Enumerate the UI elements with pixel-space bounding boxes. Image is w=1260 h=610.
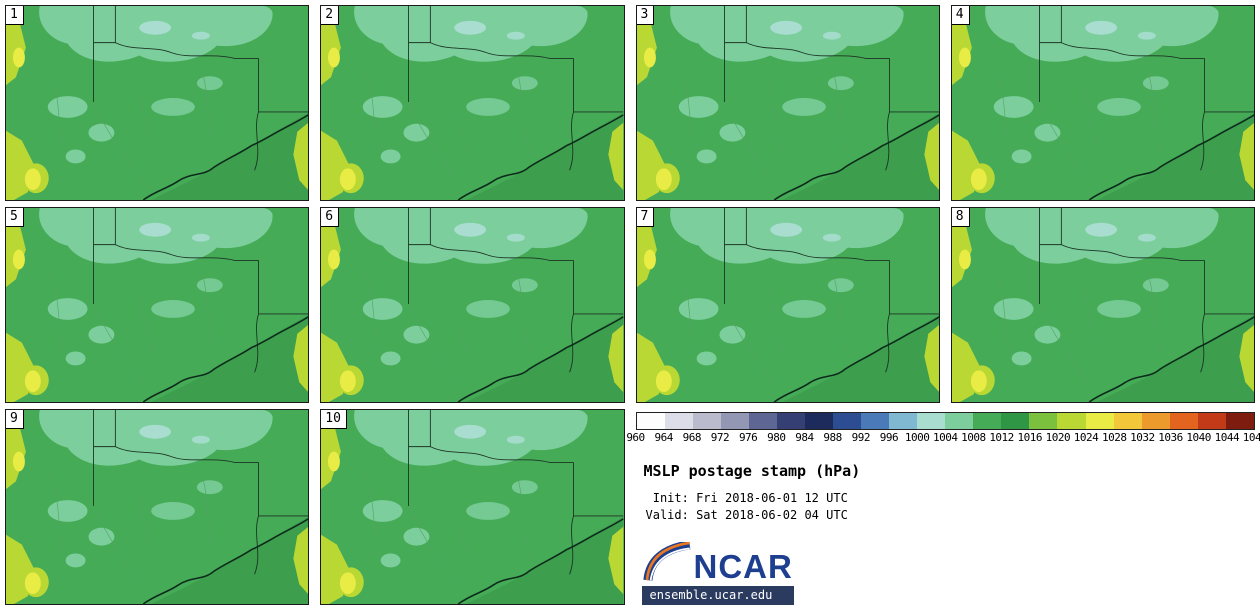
colorbar-tick: 1024 [1073,431,1099,444]
stamps-grid: 960 964 968 972 976 980 984 988 992 996 1000 1004 10… [5,5,1260,605]
stamp: 10 [320,409,625,605]
ncar-swoosh-icon [642,542,690,581]
url-text: ensemble.ucar.edu [649,588,773,602]
stamp-map [6,208,309,402]
stamp: 6 [320,207,625,403]
stamp-label: 10 [321,410,347,429]
stamp: 1 [5,5,310,201]
colorbar-segment [861,413,890,429]
stamp-label: 3 [636,6,655,25]
colorbar-segment [1225,413,1254,429]
stamp-label: 1 [6,6,24,25]
colorbar-tick: 976 [738,431,758,444]
stamp-map [6,6,309,200]
colorbar-segment [945,413,974,429]
colorbar-segment [720,413,749,429]
colorbar-tick: 1008 [961,431,986,444]
stamp-map [321,6,624,200]
colorbar-tick: 1016 [1017,431,1042,444]
colorbar-segment [1141,413,1170,429]
colorbar-tick: 1012 [989,431,1014,444]
colorbar-tick: 1040 [1186,431,1211,444]
colorbar-tick: 1036 [1158,431,1183,444]
stamp-map [321,208,624,402]
colorbar-tick: 996 [879,431,899,444]
colorbar-segment [1169,413,1198,429]
colorbar-tick: 992 [851,431,871,444]
colorbar-segment [1113,413,1142,429]
colorbar-segment [1057,413,1086,429]
colorbar-tick: 1048 [1242,431,1260,444]
stamp: 5 [5,207,310,403]
colorbar-segment [1029,413,1058,429]
colorbar-segment [1001,413,1030,429]
colorbar-ticks: 960 964 968 972 976 980 984 988 992 996 1000 1004 10… [626,431,1260,446]
colorbar-segment [1197,413,1226,429]
stamp-map [636,6,939,200]
colorbar-segment [776,413,805,429]
legend-title: MSLP postage stamp (hPa) [643,462,861,480]
stamp-map [951,6,1254,200]
colorbar-tick: 1032 [1130,431,1155,444]
colorbar-segment [889,413,918,429]
stamp-label: 4 [951,6,970,25]
colorbar-tick: 972 [710,431,730,444]
colorbar-tick: 1000 [904,431,930,444]
colorbar-segment [973,413,1002,429]
colorbar-tick: 964 [654,431,673,444]
stamp-map [321,410,624,604]
stamp: 8 [950,207,1255,403]
colorbar-tick: 960 [626,431,645,444]
init-line: Init: Fri 2018-06-01 12 UTC [645,491,848,505]
colorbar-tick: 968 [682,431,702,444]
stamp-map [636,208,939,402]
colorbar-tick: 980 [767,431,786,444]
colorbar-segment [832,413,861,429]
stamp: 3 [635,5,940,201]
colorbar-tick: 1044 [1214,431,1240,444]
stamp-map [951,208,1254,402]
colorbar-segment [692,413,721,429]
stamp-label: 7 [636,208,655,227]
stamp-map [6,410,309,604]
ncar-logo-text: NCAR [693,547,793,585]
colorbar-tick: 988 [823,431,842,444]
colorbar-segment [804,413,833,429]
colorbar-segment [748,413,777,429]
colorbar-segment [1085,413,1114,429]
stamp-label: 5 [6,208,24,227]
stamp: 9 [5,409,310,605]
stamp: 2 [320,5,625,201]
stamp-label: 2 [321,6,340,25]
url-bar: ensemble.ucar.edu [641,586,794,605]
stamp: 7 [635,207,940,403]
colorbar-segment [664,413,693,429]
valid-line: Valid: Sat 2018-06-02 04 UTC [645,508,848,523]
colorbar-tick: 984 [795,431,814,444]
stamp-label: 9 [6,410,24,429]
colorbar-tick: 1020 [1045,431,1071,444]
legend: 960 964 968 972 976 980 984 988 992 996 1000 1004 10… [626,409,1260,605]
stamp-label: 6 [321,208,340,227]
ncar-logo: NCAR ensemble.ucar.edu [641,542,794,605]
colorbar [635,412,1255,430]
colorbar-segment [917,413,946,429]
colorbar-tick: 1028 [1101,431,1127,444]
colorbar-segment [636,413,665,429]
colorbar-tick: 1004 [933,431,958,444]
stamp-label: 8 [951,208,970,227]
stamp: 4 [950,5,1255,201]
